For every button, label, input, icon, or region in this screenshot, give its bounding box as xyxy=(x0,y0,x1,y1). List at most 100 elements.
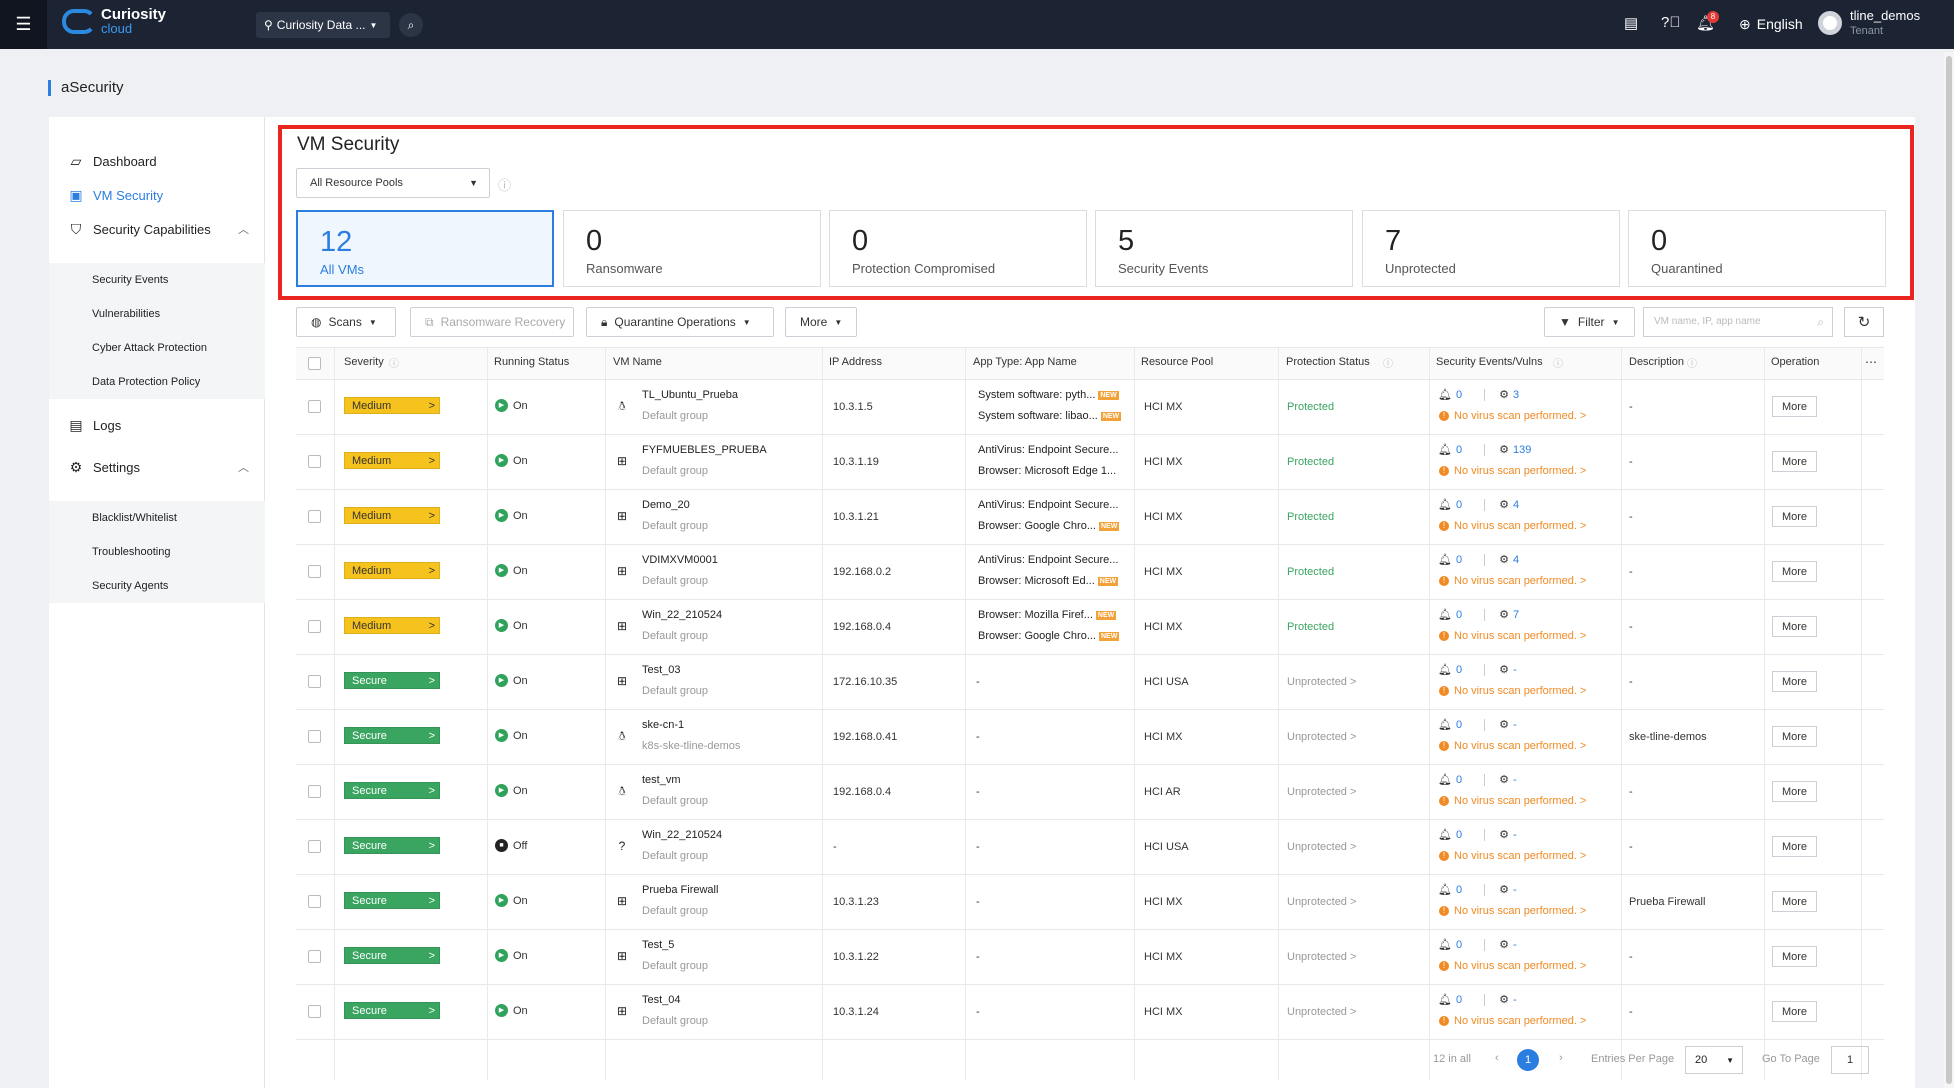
severity-badge[interactable]: Medium > xyxy=(344,452,440,469)
column-header-ip[interactable]: IP Address xyxy=(829,356,882,368)
security-events[interactable]: 🔔︎ 0 ⚙ 4 xyxy=(1438,498,1519,511)
vm-name-link[interactable]: Prueba Firewall xyxy=(642,884,719,896)
virus-scan-link[interactable]: ! No virus scan performed. > xyxy=(1439,1015,1586,1027)
card-quarantined[interactable]: 0 Quarantined xyxy=(1628,210,1886,287)
vm-name-link[interactable]: ske-cn-1 xyxy=(642,719,685,731)
ransomware-recovery-button[interactable]: ⧉ Ransomware Recovery xyxy=(410,307,574,337)
more-button[interactable]: More xyxy=(1772,781,1817,802)
severity-badge[interactable]: Secure > xyxy=(344,727,440,744)
user-menu[interactable]: tline_demos Tenant xyxy=(1818,8,1920,37)
severity-badge[interactable]: Secure > xyxy=(344,837,440,854)
vm-name-link[interactable]: Win_22_210524 xyxy=(642,609,723,621)
vm-name-link[interactable]: Test_04 xyxy=(642,994,681,1006)
security-events[interactable]: 🔔︎ 0 ⚙ - xyxy=(1438,663,1517,676)
security-events[interactable]: 🔔︎ 0 ⚙ 139 xyxy=(1438,443,1531,456)
info-icon[interactable]: ⓘ xyxy=(498,178,512,193)
column-header-severity[interactable]: Severity xyxy=(344,356,384,368)
severity-badge[interactable]: Medium > xyxy=(344,507,440,524)
security-events[interactable]: 🔔︎ 0 ⚙ 7 xyxy=(1438,608,1519,621)
virus-scan-link[interactable]: ! No virus scan performed. > xyxy=(1439,740,1586,752)
info-icon[interactable]: ⓘ xyxy=(1553,358,1563,370)
virus-scan-link[interactable]: ! No virus scan performed. > xyxy=(1439,850,1586,862)
more-button[interactable]: More xyxy=(1772,836,1817,857)
card-security-events[interactable]: 5 Security Events xyxy=(1095,210,1353,287)
security-events[interactable]: 🔔︎ 0 ⚙ - xyxy=(1438,993,1517,1006)
more-button[interactable]: More xyxy=(1772,1001,1817,1022)
vm-name-link[interactable]: Demo_20 xyxy=(642,499,690,511)
datacenter-select[interactable]: ⚲ Curiosity Data ... ▼ xyxy=(256,12,390,38)
severity-badge[interactable]: Secure > xyxy=(344,672,440,689)
card-all-vms[interactable]: 12 All VMs xyxy=(296,210,554,287)
severity-badge[interactable]: Medium > xyxy=(344,617,440,634)
security-events[interactable]: 🔔︎ 0 ⚙ 3 xyxy=(1438,388,1519,401)
row-checkbox[interactable] xyxy=(308,840,321,853)
page-button-1[interactable]: 1 xyxy=(1517,1049,1539,1071)
column-header-operation[interactable]: Operation xyxy=(1771,356,1820,368)
row-checkbox[interactable] xyxy=(308,675,321,688)
more-actions-button[interactable]: More ▼ xyxy=(785,307,857,337)
sidebar-item-dashboard[interactable]: ▱ Dashboard xyxy=(49,144,265,178)
more-button[interactable]: More xyxy=(1772,891,1817,912)
info-icon[interactable]: ⓘ xyxy=(389,358,399,370)
document-icon[interactable]: ▤ xyxy=(1624,15,1639,32)
virus-scan-link[interactable]: ! No virus scan performed. > xyxy=(1439,465,1586,477)
protection-status[interactable]: Unprotected > xyxy=(1287,1006,1357,1018)
column-header-protection[interactable]: Protection Status xyxy=(1286,356,1370,368)
select-all-checkbox[interactable] xyxy=(308,357,321,370)
card-ransomware[interactable]: 0 Ransomware xyxy=(563,210,821,287)
row-checkbox[interactable] xyxy=(308,455,321,468)
vm-name-link[interactable]: test_vm xyxy=(642,774,681,786)
virus-scan-link[interactable]: ! No virus scan performed. > xyxy=(1439,795,1586,807)
sidebar-item-vulnerabilities[interactable]: Vulnerabilities xyxy=(49,297,265,331)
protection-status[interactable]: Unprotected > xyxy=(1287,841,1357,853)
column-settings-icon[interactable]: ⋯ xyxy=(1865,355,1877,369)
row-checkbox[interactable] xyxy=(308,730,321,743)
column-header-events[interactable]: Security Events/Vulns xyxy=(1436,356,1543,368)
vm-name-link[interactable]: Test_03 xyxy=(642,664,681,676)
menu-icon[interactable]: ☰ xyxy=(0,0,47,49)
row-checkbox[interactable] xyxy=(308,1005,321,1018)
more-button[interactable]: More xyxy=(1772,671,1817,692)
vm-name-link[interactable]: VDIMXVM0001 xyxy=(642,554,718,566)
sidebar-item-logs[interactable]: ▤ Logs xyxy=(49,408,265,442)
more-button[interactable]: More xyxy=(1772,946,1817,967)
virus-scan-link[interactable]: ! No virus scan performed. > xyxy=(1439,575,1586,587)
virus-scan-link[interactable]: ! No virus scan performed. > xyxy=(1439,630,1586,642)
protection-status[interactable]: Unprotected > xyxy=(1287,896,1357,908)
vm-name-link[interactable]: Test_5 xyxy=(642,939,675,951)
column-header-vm-name[interactable]: VM Name xyxy=(613,356,662,368)
protection-status[interactable]: Unprotected > xyxy=(1287,786,1357,798)
card-protection-compromised[interactable]: 0 Protection Compromised xyxy=(829,210,1087,287)
sidebar-item-cyber-attack[interactable]: Cyber Attack Protection xyxy=(49,331,265,365)
filter-button[interactable]: ▼ Filter ▼ xyxy=(1544,307,1635,337)
prev-page-icon[interactable]: ‹ xyxy=(1495,1052,1499,1064)
sidebar-item-troubleshooting[interactable]: Troubleshooting xyxy=(49,535,265,569)
security-events[interactable]: 🔔︎ 0 ⚙ - xyxy=(1438,718,1517,731)
severity-badge[interactable]: Medium > xyxy=(344,562,440,579)
language-switcher[interactable]: ⊕ English xyxy=(1739,16,1803,33)
sidebar-item-security-events[interactable]: Security Events xyxy=(49,263,265,297)
card-unprotected[interactable]: 7 Unprotected xyxy=(1362,210,1620,287)
quarantine-operations-button[interactable]: 🔒︎ Quarantine Operations ▼ xyxy=(586,307,774,337)
security-events[interactable]: 🔔︎ 0 ⚙ - xyxy=(1438,883,1517,896)
severity-badge[interactable]: Secure > xyxy=(344,947,440,964)
column-header-running[interactable]: Running Status xyxy=(494,356,570,368)
security-events[interactable]: 🔔︎ 0 ⚙ 4 xyxy=(1438,553,1519,566)
severity-badge[interactable]: Secure > xyxy=(344,892,440,909)
sidebar-item-blacklist[interactable]: Blacklist/Whitelist xyxy=(49,501,265,535)
row-checkbox[interactable] xyxy=(308,400,321,413)
column-header-description[interactable]: Description xyxy=(1629,356,1685,368)
more-button[interactable]: More xyxy=(1772,616,1817,637)
row-checkbox[interactable] xyxy=(308,785,321,798)
virus-scan-link[interactable]: ! No virus scan performed. > xyxy=(1439,685,1586,697)
vm-name-link[interactable]: FYFMUEBLES_PRUEBA xyxy=(642,444,767,456)
info-icon[interactable]: ⓘ xyxy=(1687,358,1697,370)
search-input[interactable]: VM name, IP, app name ⌕ xyxy=(1643,307,1833,337)
protection-status[interactable]: Unprotected > xyxy=(1287,951,1357,963)
sidebar-item-security-agents[interactable]: Security Agents xyxy=(49,569,265,603)
row-checkbox[interactable] xyxy=(308,950,321,963)
severity-badge[interactable]: Secure > xyxy=(344,782,440,799)
virus-scan-link[interactable]: ! No virus scan performed. > xyxy=(1439,520,1586,532)
sidebar-item-data-protection[interactable]: Data Protection Policy xyxy=(49,365,265,399)
scans-button[interactable]: ◍ Scans ▼ xyxy=(296,307,396,337)
